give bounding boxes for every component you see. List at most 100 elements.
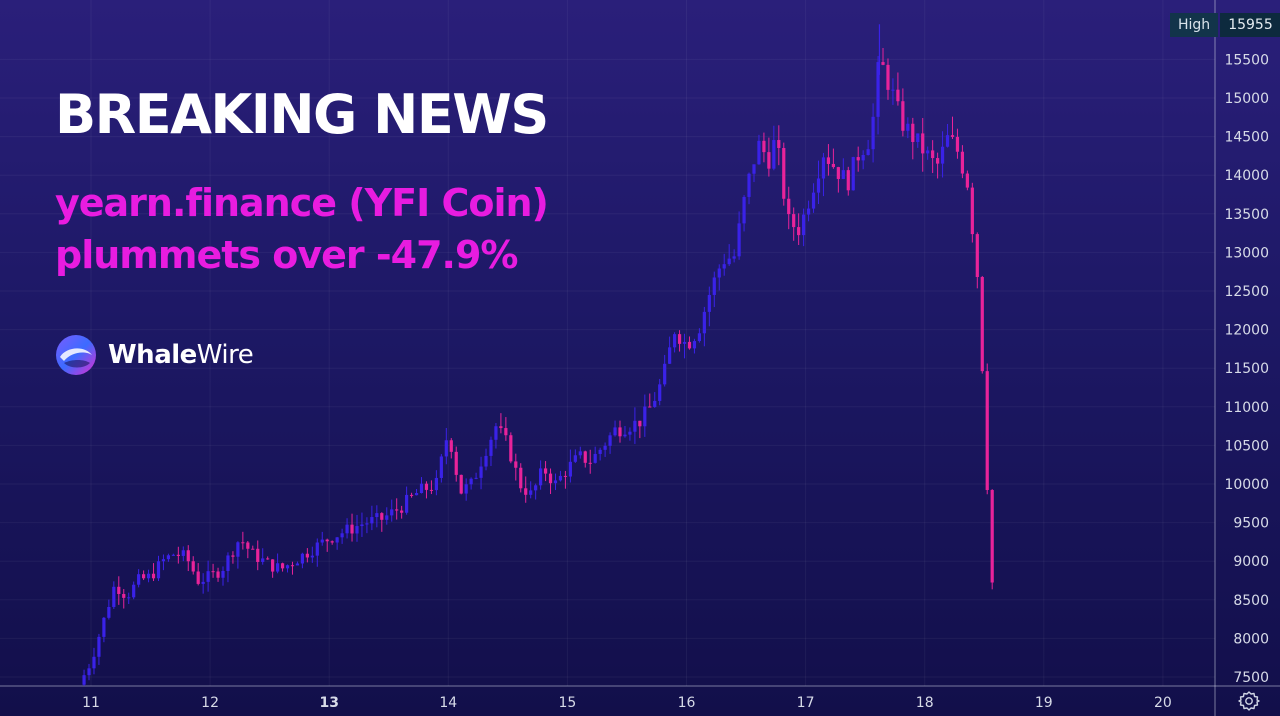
- y-tick-label: 13000: [1224, 245, 1269, 261]
- candle-body: [950, 135, 955, 137]
- candle-body: [737, 223, 741, 257]
- candle-body: [246, 542, 250, 549]
- candle-body: [940, 146, 945, 164]
- candle-body: [132, 584, 136, 598]
- candle-body: [186, 550, 190, 562]
- candle-body: [429, 489, 434, 491]
- brand-name-bold: Whale: [108, 340, 197, 370]
- subheadline-line-1: yearn.finance (YFI Coin): [55, 181, 549, 225]
- y-tick-label: 8000: [1233, 631, 1269, 647]
- candle-body: [434, 477, 438, 491]
- candle-body: [122, 593, 126, 598]
- candle-body: [871, 116, 875, 150]
- candle-body: [782, 148, 786, 199]
- candle-body: [439, 456, 443, 478]
- candle-body: [826, 157, 831, 164]
- candle-body: [300, 553, 305, 564]
- x-axis: 11 12 13 14 15 16 17 18 19 20: [82, 695, 1172, 711]
- candle-body: [653, 400, 657, 407]
- candle-body: [142, 574, 146, 579]
- candle-body: [797, 227, 801, 236]
- candle-body: [414, 493, 419, 496]
- candle-body: [206, 571, 210, 582]
- candle-body: [355, 526, 359, 534]
- candle-body: [831, 163, 835, 168]
- candle-body: [603, 445, 607, 450]
- candle-body: [588, 462, 592, 464]
- headline: BREAKING NEWS: [55, 83, 549, 146]
- candle-body: [593, 453, 597, 463]
- candle-body: [772, 140, 776, 169]
- candle-body: [563, 475, 568, 477]
- high-label: High: [1170, 13, 1219, 37]
- candle-body: [618, 427, 622, 437]
- candle-body: [613, 427, 617, 436]
- candle-body: [241, 542, 245, 544]
- candle-body: [990, 490, 994, 583]
- candle-body: [578, 451, 582, 456]
- candle-body: [945, 135, 950, 147]
- whale-logo-icon: [56, 335, 96, 375]
- subheadline-line-2: plummets over -47.9%: [55, 233, 518, 277]
- candle-body: [166, 555, 171, 560]
- high-marker: High 15955: [1170, 13, 1280, 37]
- candle-body: [449, 440, 453, 452]
- candle-body: [821, 157, 826, 179]
- candle-body: [305, 553, 309, 558]
- candle-body: [271, 559, 275, 572]
- candle-body: [732, 256, 736, 259]
- candle-body: [395, 509, 399, 511]
- candle-body: [752, 164, 756, 174]
- y-tick-label: 9500: [1233, 516, 1269, 532]
- candle-body: [266, 558, 270, 560]
- candle-body: [191, 561, 195, 572]
- candle-body: [350, 524, 354, 534]
- candle-body: [553, 480, 558, 484]
- candle-body: [251, 548, 255, 550]
- candle-body: [692, 341, 697, 349]
- candle-body: [400, 510, 404, 513]
- candle-body: [583, 451, 587, 463]
- candle-body: [926, 150, 930, 154]
- settings-gear-icon[interactable]: [1238, 690, 1260, 712]
- candle-body: [558, 475, 563, 481]
- candle-body: [444, 440, 448, 457]
- candle-body: [474, 477, 478, 479]
- candle-body: [916, 133, 920, 142]
- candle-body: [787, 198, 791, 215]
- candle-body: [290, 565, 295, 567]
- y-tick-label: 11000: [1224, 400, 1269, 416]
- candlestick-series: [82, 24, 994, 686]
- candle-body: [638, 420, 642, 427]
- candle-body: [762, 140, 766, 153]
- candle-body: [385, 515, 389, 520]
- candle-body: [345, 524, 349, 534]
- candle-body: [851, 157, 855, 191]
- candle-body: [112, 586, 116, 607]
- candle-body: [529, 490, 533, 495]
- candle-body: [856, 157, 860, 161]
- candle-body: [891, 89, 895, 91]
- candle-body: [196, 571, 200, 584]
- x-tick-label: 11: [82, 695, 100, 711]
- candle-body: [365, 523, 369, 525]
- candle-body: [285, 565, 290, 569]
- y-tick-label: 12500: [1224, 284, 1269, 300]
- candle-body: [980, 277, 984, 372]
- candle-body: [424, 483, 429, 490]
- candle-body: [881, 62, 885, 65]
- candle-body: [906, 123, 910, 131]
- candle-body: [216, 571, 220, 578]
- x-tick-label: 20: [1154, 695, 1172, 711]
- candle-body: [335, 537, 339, 543]
- candle-body: [489, 439, 493, 456]
- candle-body: [643, 406, 647, 427]
- candle-body: [543, 468, 548, 474]
- candle-body: [742, 196, 746, 224]
- candle-body: [102, 617, 106, 637]
- x-tick-label: 12: [201, 695, 219, 711]
- candle-body: [757, 140, 761, 165]
- x-tick-label: 13: [319, 695, 338, 711]
- candle-body: [360, 524, 364, 527]
- subheadline: yearn.finance (YFI Coin) plummets over -…: [55, 177, 549, 281]
